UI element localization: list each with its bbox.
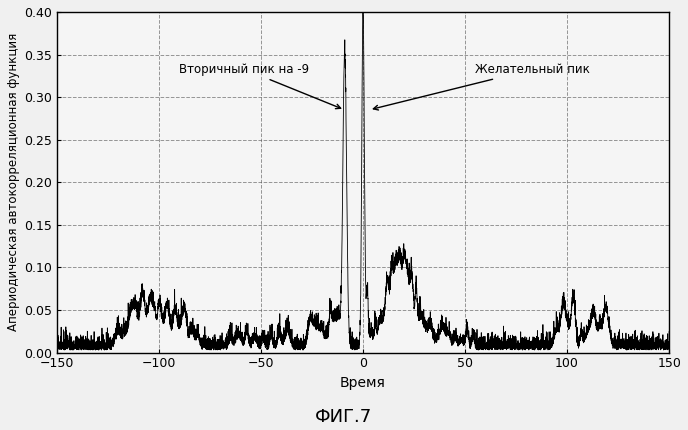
Text: Желательный пик: Желательный пик: [374, 63, 590, 110]
Text: ФИГ.7: ФИГ.7: [315, 408, 373, 426]
X-axis label: Время: Время: [340, 376, 386, 390]
Y-axis label: Апериодическая автокорреляционная функция: Апериодическая автокорреляционная функци…: [7, 33, 20, 332]
Text: Вторичный пик на -9: Вторичный пик на -9: [180, 63, 341, 109]
